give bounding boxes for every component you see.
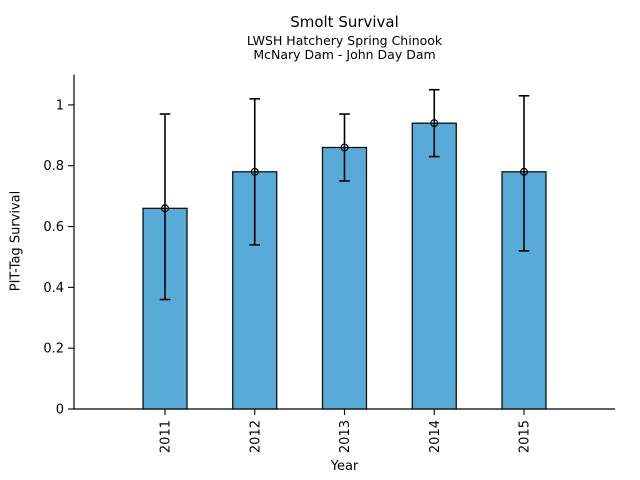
point-marker-2013 — [340, 143, 349, 152]
x-tick-label-2011: 2011 — [159, 420, 174, 453]
x-axis-title: Year — [330, 459, 359, 474]
bar-2013 — [321, 146, 368, 410]
chart-subtitle-line-2: McNary Dam - John Day Dam — [253, 47, 436, 62]
y-tick-label: 0 — [56, 403, 64, 418]
point-marker-2014 — [430, 119, 439, 128]
chart-subtitle-line-1: LWSH Hatchery Spring Chinook — [246, 33, 443, 48]
chart-title: Smolt Survival — [290, 13, 399, 31]
x-tick-label-2012: 2012 — [248, 420, 263, 453]
bar-2014 — [411, 122, 457, 410]
point-marker-2011 — [161, 204, 170, 213]
bar-2011 — [142, 207, 188, 410]
x-tick-label-2015: 2015 — [518, 420, 533, 453]
y-tick-label: 1 — [56, 98, 64, 113]
y-tick-label: 0.2 — [43, 342, 64, 357]
y-axis-title: PIT-Tag Survival — [8, 190, 24, 292]
y-tick-label: 0.6 — [43, 220, 64, 235]
x-tick-label-2013: 2013 — [338, 420, 353, 453]
point-marker-2012 — [250, 167, 259, 176]
point-marker-2015 — [519, 167, 528, 176]
y-tick-label: 0.4 — [43, 281, 64, 296]
x-tick-label-2014: 2014 — [428, 420, 443, 453]
y-tick-label: 0.8 — [43, 159, 64, 174]
